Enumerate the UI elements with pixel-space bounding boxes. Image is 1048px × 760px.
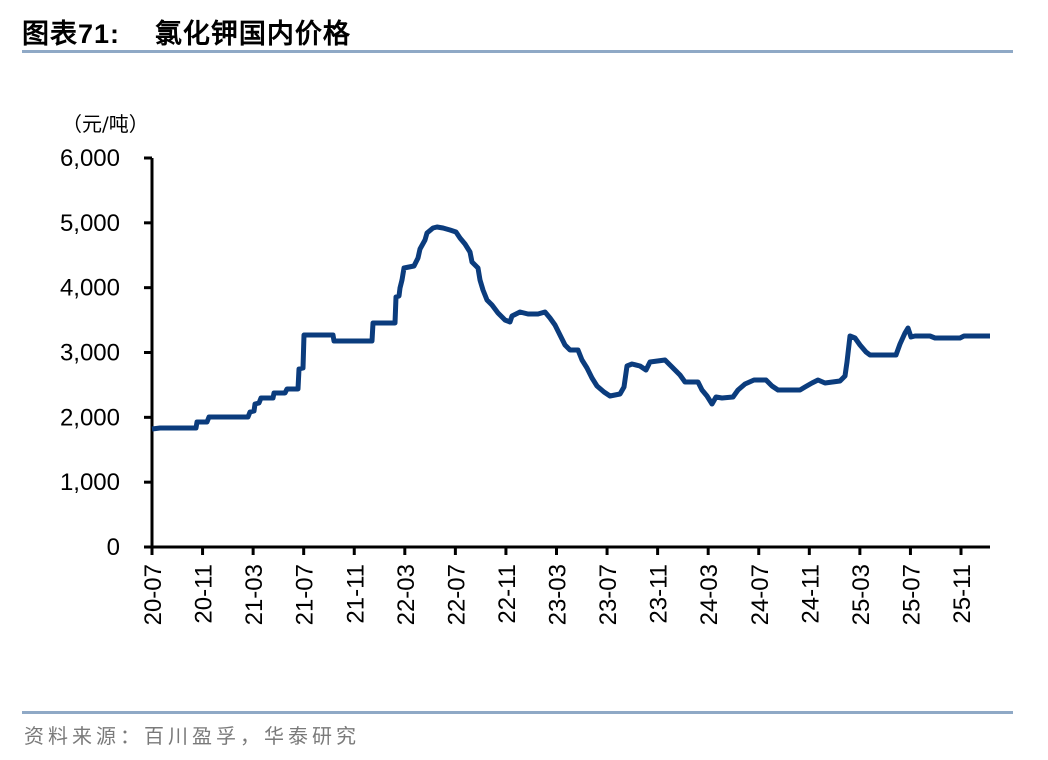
source-note: 资料来源：百川盈孚，华泰研究 xyxy=(24,724,360,748)
x-tick-label: 20-11 xyxy=(191,564,218,624)
x-tick-label: 21-03 xyxy=(241,564,268,625)
y-axis: 0 1,000 2,000 3,000 4,000 5,000 6,000 xyxy=(60,145,152,561)
x-tick-label: 22-03 xyxy=(393,564,420,625)
x-tick-label: 22-07 xyxy=(443,564,470,625)
x-tick-label: 25-07 xyxy=(898,564,925,625)
x-tick-label: 23-07 xyxy=(595,564,622,625)
price-series-line xyxy=(151,224,990,432)
x-tick-label: 23-11 xyxy=(646,564,673,624)
x-tick-label: 23-03 xyxy=(545,564,572,625)
y-tick-label: 4,000 xyxy=(60,275,120,302)
title-prefix: 图表 xyxy=(22,19,78,50)
x-tick-label: 25-03 xyxy=(848,564,875,625)
x-axis: 20-07 20-11 21-03 21-07 21-11 22-03 22-07 22-11… xyxy=(140,547,976,625)
chart-title: 图表71: 氯化钾国内价格 xyxy=(22,12,351,51)
x-tick-label: 21-07 xyxy=(292,564,319,625)
x-tick-label: 24-11 xyxy=(797,564,824,624)
title-number: 71: xyxy=(78,19,121,49)
title-text: 氯化钾国内价格 xyxy=(154,19,351,50)
y-tick-label: 6,000 xyxy=(60,145,120,172)
y-tick-label: 2,000 xyxy=(60,404,120,431)
y-tick-label: 1,000 xyxy=(60,469,120,496)
x-tick-label: 24-03 xyxy=(696,564,723,625)
top-divider xyxy=(22,50,1013,53)
x-tick-label: 24-07 xyxy=(747,564,774,625)
y-tick-label: 3,000 xyxy=(60,340,120,367)
x-tick-label: 22-11 xyxy=(494,564,521,624)
x-tick-label: 21-11 xyxy=(342,564,369,624)
x-tick-label: 25-11 xyxy=(949,564,976,624)
y-tick-label: 0 xyxy=(107,534,120,561)
y-axis-unit-label: （元/吨） xyxy=(62,112,149,136)
y-tick-label: 5,000 xyxy=(60,210,120,237)
bottom-divider xyxy=(22,711,1013,714)
x-tick-label: 20-07 xyxy=(140,564,167,625)
